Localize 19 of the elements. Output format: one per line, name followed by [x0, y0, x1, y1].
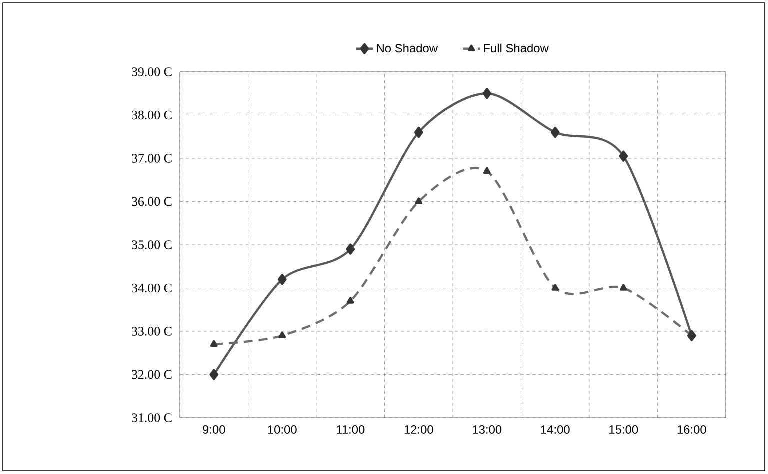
y-tick-label: 31.00 C — [132, 414, 172, 422]
y-tick-label: 33.00 C — [132, 327, 172, 336]
x-tick-label: 12:00 — [404, 426, 434, 434]
y-tick-label: 39.00 C — [132, 68, 172, 76]
x-tick-label: 13:00 — [473, 426, 502, 434]
legend-label: Full Shadow — [484, 44, 549, 53]
x-tick-label: 15:00 — [610, 426, 638, 434]
x-tick-label: 9:00 — [203, 426, 226, 434]
y-tick-label: 38.00 C — [132, 110, 172, 120]
x-tick-label: 11:00 — [337, 426, 365, 434]
y-tick-label: 36.00 C — [132, 197, 172, 206]
x-tick-label: 10:00 — [268, 426, 297, 434]
y-tick-label: 35.00 C — [132, 240, 172, 250]
y-tick-label: 32.00 C — [132, 370, 172, 380]
y-tick-label: 34.00 C — [132, 284, 172, 293]
legend-label: No Shadow — [377, 44, 438, 53]
y-tick-label: 37.00 C — [132, 154, 172, 163]
x-tick-label: 14:00 — [541, 426, 570, 434]
x-tick-label: 16:00 — [678, 426, 706, 434]
